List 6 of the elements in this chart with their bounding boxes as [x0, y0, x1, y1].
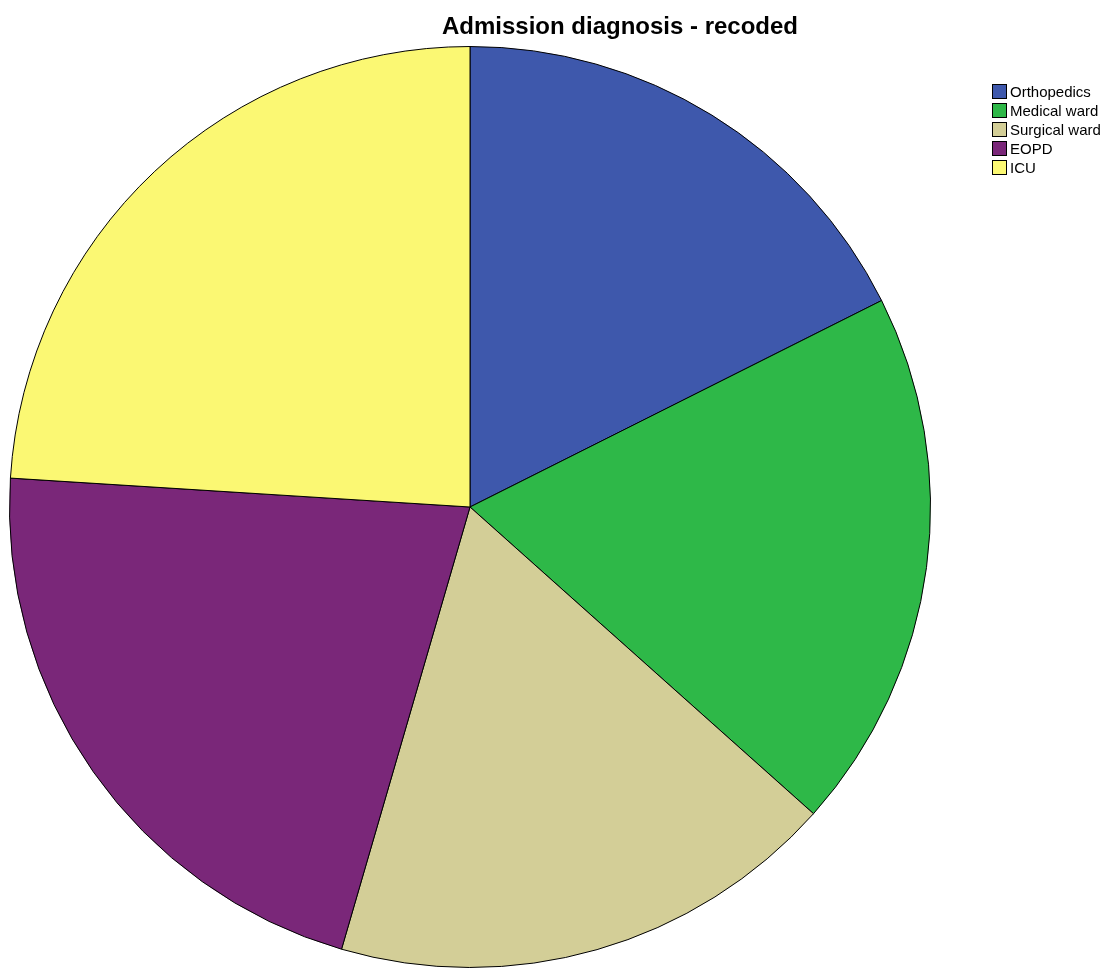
legend-label: ICU — [1010, 159, 1036, 176]
chart-title: Admission diagnosis - recoded — [440, 12, 800, 40]
legend-label: Medical ward — [1010, 102, 1099, 119]
legend-label: Orthopedics — [1010, 83, 1091, 100]
legend-label: Surgical ward — [1010, 121, 1101, 138]
legend-label: EOPD — [1010, 140, 1053, 157]
